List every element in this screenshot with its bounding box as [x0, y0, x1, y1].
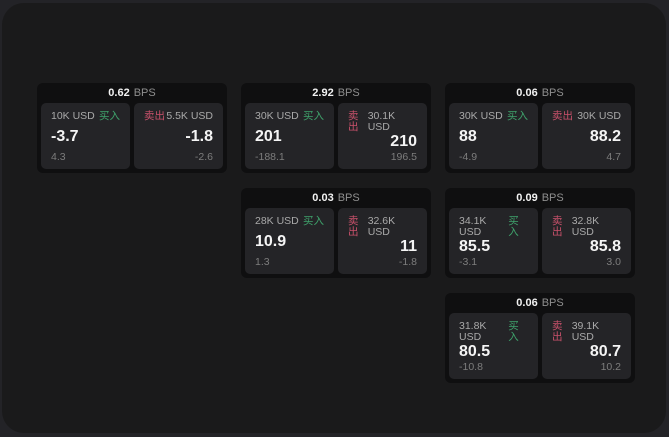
buy-panel[interactable]: 31.8K USD 买入 80.5 -10.8 [449, 313, 538, 379]
buy-delta: -3.1 [459, 255, 478, 268]
bps-unit: BPS [133, 87, 156, 99]
card-header: 0.06 BPS [445, 83, 635, 103]
bps-value: 2.92 [312, 87, 334, 99]
sell-amount: 32.6K USD [367, 215, 396, 238]
bps-value: 0.09 [516, 192, 538, 204]
sell-price: -1.8 [185, 127, 213, 145]
sell-delta: 3.0 [606, 255, 621, 268]
quote-card: 0.06 BPS 31.8K USD 买入 80.5 -10.8 卖出 39.1… [445, 293, 635, 383]
bps-unit: BPS [337, 192, 360, 204]
buy-delta: 1.3 [255, 255, 270, 268]
buy-price: 88 [459, 127, 477, 145]
buy-panel[interactable]: 34.1K USD 买入 85.5 -3.1 [449, 208, 538, 274]
bps-unit: BPS [541, 87, 564, 99]
buy-delta: 4.3 [51, 150, 66, 163]
buy-label: 买入 [508, 215, 519, 238]
buy-price: -3.7 [51, 127, 79, 145]
sell-price: 80.7 [589, 342, 621, 360]
sell-amount: 32.8K USD [571, 215, 600, 238]
buy-price: 201 [255, 127, 282, 145]
sell-panel[interactable]: 卖出 39.1K USD 80.7 10.2 [542, 313, 631, 379]
sell-label: 卖出 [144, 110, 165, 122]
sell-panel[interactable]: 卖出 30K USD 88.2 4.7 [542, 103, 631, 169]
quote-card: 0.62 BPS 10K USD 买入 -3.7 4.3 卖出 5.5K USD… [37, 83, 227, 173]
buy-label: 买入 [99, 110, 120, 122]
quote-card: 0.03 BPS 28K USD 买入 10.9 1.3 卖出 32.6K US… [241, 188, 431, 278]
sell-amount: 39.1K USD [571, 320, 600, 343]
sell-price: 210 [390, 132, 417, 150]
buy-amount: 31.8K USD [459, 320, 487, 343]
buy-amount: 30K USD [255, 110, 299, 122]
buy-panel[interactable]: 30K USD 买入 201 -188.1 [245, 103, 334, 169]
buy-label: 买入 [508, 320, 519, 343]
quote-card: 2.92 BPS 30K USD 买入 201 -188.1 卖出 30.1K … [241, 83, 431, 173]
sell-panel[interactable]: 卖出 30.1K USD 210 196.5 [338, 103, 427, 169]
sell-label: 卖出 [552, 110, 573, 122]
sell-delta: 196.5 [390, 150, 417, 163]
sell-delta: 4.7 [606, 150, 621, 163]
buy-delta: -4.9 [459, 150, 478, 163]
buy-label: 买入 [507, 110, 528, 122]
app-window: 0.62 BPS 10K USD 买入 -3.7 4.3 卖出 5.5K USD… [2, 3, 666, 433]
bps-value: 0.03 [312, 192, 334, 204]
bps-value: 0.06 [516, 297, 538, 309]
buy-delta: -10.8 [459, 360, 483, 373]
sell-label: 卖出 [552, 320, 563, 343]
bps-unit: BPS [337, 87, 360, 99]
buy-amount: 28K USD [255, 215, 299, 227]
buy-price: 85.5 [459, 237, 491, 255]
buy-panel[interactable]: 30K USD 买入 88 -4.9 [449, 103, 538, 169]
buy-label: 买入 [303, 110, 324, 122]
sell-delta: -2.6 [194, 150, 213, 163]
bps-unit: BPS [541, 297, 564, 309]
sell-panel[interactable]: 卖出 32.6K USD 11 -1.8 [338, 208, 427, 274]
buy-label: 买入 [303, 215, 324, 227]
card-header: 0.06 BPS [445, 293, 635, 313]
card-header: 0.09 BPS [445, 188, 635, 208]
buy-panel[interactable]: 28K USD 买入 10.9 1.3 [245, 208, 334, 274]
sell-panel[interactable]: 卖出 5.5K USD -1.8 -2.6 [134, 103, 223, 169]
sell-amount: 30K USD [577, 110, 621, 122]
sell-price: 11 [400, 237, 417, 255]
quote-card: 0.06 BPS 30K USD 买入 88 -4.9 卖出 30K USD 8… [445, 83, 635, 173]
sell-amount: 30.1K USD [367, 110, 396, 133]
quote-card: 0.09 BPS 34.1K USD 买入 85.5 -3.1 卖出 32.8K… [445, 188, 635, 278]
buy-delta: -188.1 [255, 150, 285, 163]
buy-price: 80.5 [459, 342, 491, 360]
card-header: 0.03 BPS [241, 188, 431, 208]
buy-amount: 10K USD [51, 110, 95, 122]
sell-price: 88.2 [589, 127, 621, 145]
buy-price: 10.9 [255, 232, 287, 250]
sell-delta: -1.8 [398, 255, 417, 268]
buy-amount: 34.1K USD [459, 215, 487, 238]
sell-label: 卖出 [348, 215, 359, 238]
card-header: 0.62 BPS [37, 83, 227, 103]
sell-amount: 5.5K USD [166, 110, 213, 122]
bps-unit: BPS [541, 192, 564, 204]
sell-panel[interactable]: 卖出 32.8K USD 85.8 3.0 [542, 208, 631, 274]
bps-value: 0.62 [108, 87, 130, 99]
bps-value: 0.06 [516, 87, 538, 99]
sell-price: 85.8 [589, 237, 621, 255]
buy-panel[interactable]: 10K USD 买入 -3.7 4.3 [41, 103, 130, 169]
sell-label: 卖出 [348, 110, 359, 133]
sell-label: 卖出 [552, 215, 563, 238]
sell-delta: 10.2 [600, 360, 621, 373]
buy-amount: 30K USD [459, 110, 503, 122]
card-header: 2.92 BPS [241, 83, 431, 103]
